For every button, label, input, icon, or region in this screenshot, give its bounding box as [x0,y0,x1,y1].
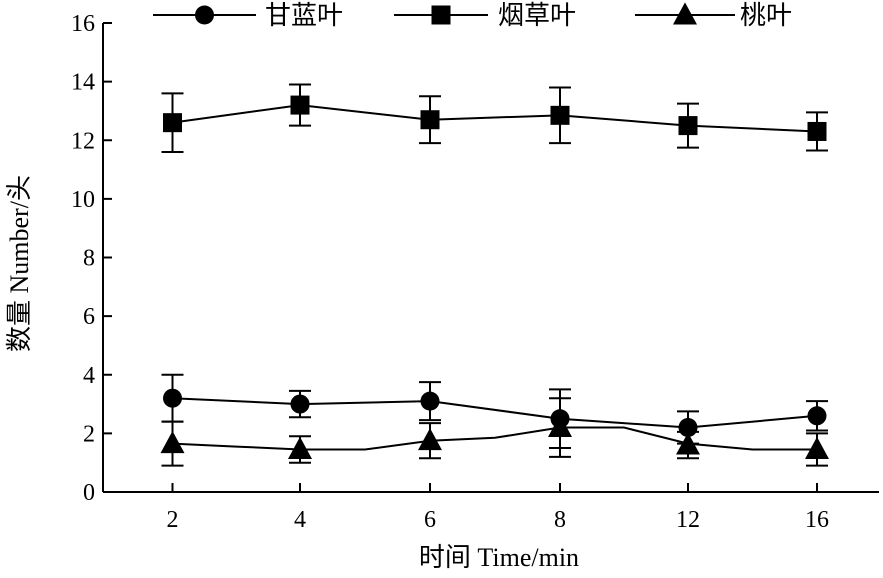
data-point [160,431,185,454]
series-square [161,83,828,153]
data-point [290,95,310,115]
data-point [163,388,182,408]
x-axis-title: 时间 Time/min [419,543,579,572]
data-point [163,113,182,133]
data-point [678,116,698,136]
data-point [420,391,440,411]
legend: 甘蓝叶 烟草叶 桃叶 [153,1,792,30]
y-tick-label: 6 [83,304,95,330]
series-line [172,397,818,429]
series-layer [160,83,829,467]
y-tick-label: 2 [83,421,95,447]
data-point [805,436,829,459]
data-point [290,394,310,414]
data-point [288,436,312,459]
series-triangle [160,397,829,467]
series-line [172,426,817,451]
y-tick-label: 8 [83,246,95,272]
y-tick-label: 0 [83,480,95,506]
data-point [418,428,442,451]
legend-marker [195,5,214,25]
legend-item-triangle: 桃叶 [635,1,792,30]
x-tick-label: 16 [805,507,829,533]
x-tick-label: 2 [167,507,179,533]
series-line [172,104,818,133]
axes: 0 2 4 6 8 10 12 14 16 2 4 6 8 12 16 [71,11,879,533]
x-tick-label: 4 [294,507,306,533]
x-tick-label: 8 [554,507,566,533]
legend-label: 桃叶 [740,1,792,30]
data-point [807,121,827,141]
data-point [676,432,700,455]
y-tick-label: 10 [71,187,95,213]
legend-item-circle: 甘蓝叶 [153,1,343,30]
x-tick-label: 6 [424,507,436,533]
data-point [420,110,440,130]
y-tick-label: 4 [83,363,95,389]
legend-marker [431,5,451,25]
legend-label: 烟草叶 [498,1,576,30]
y-tick-label: 12 [71,128,95,154]
data-point [807,406,827,426]
legend-label: 甘蓝叶 [265,1,343,30]
y-tick-label: 16 [71,11,95,37]
x-tick-label: 12 [676,507,700,533]
data-point [548,414,572,437]
legend-item-square: 烟草叶 [394,1,576,30]
y-tick-label: 14 [71,70,95,96]
data-point [550,105,570,125]
legend-marker [673,2,697,25]
y-axis-title: 数量 Number/头 [5,175,34,352]
